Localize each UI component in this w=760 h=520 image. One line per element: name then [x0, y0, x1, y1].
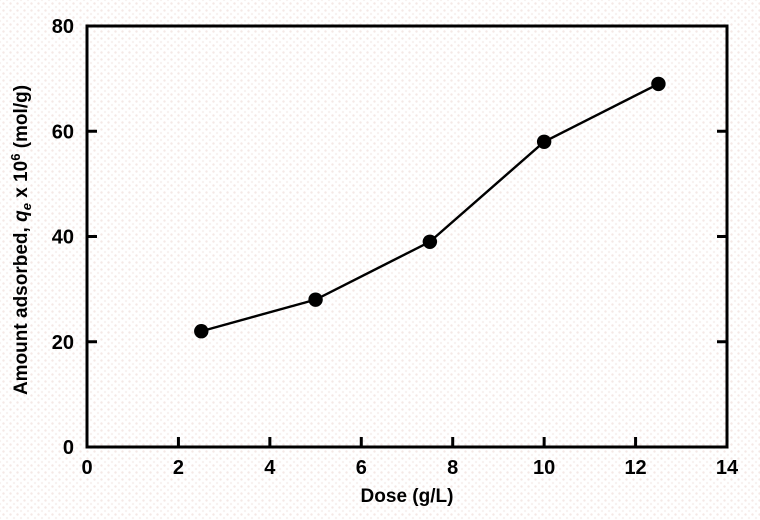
x-tick-label: 8 [447, 457, 458, 479]
y-tick-label: 80 [52, 16, 74, 38]
y-tick-label: 40 [52, 227, 74, 249]
y-axis-label-part: q [11, 210, 32, 222]
plot-frame [85, 24, 729, 449]
data-point-marker [651, 76, 666, 92]
x-tick-label: 4 [264, 457, 276, 479]
data-point-marker [536, 134, 552, 149]
series-line [200, 82, 659, 333]
x-tick-label: 2 [173, 457, 184, 479]
y-tick-label: 20 [52, 332, 74, 354]
x-tick-label: 6 [356, 457, 367, 479]
y-axis-label-part: 6 [8, 153, 23, 161]
y-axis-label-part: Amount adsorbed, [11, 221, 32, 396]
data-point-marker [308, 292, 323, 307]
x-tick-label: 10 [533, 457, 555, 479]
y-axis-label-part: e [19, 203, 34, 211]
x-tick-label: 12 [624, 457, 646, 479]
y-axis-label-part: x 10 [11, 160, 32, 204]
x-tick-label: 14 [716, 457, 739, 479]
x-tick-label: 0 [81, 457, 92, 479]
y-axis-label-part: (mol/g) [11, 84, 32, 154]
x-axis-label: Dose (g/L) [360, 486, 454, 507]
data-point-marker [194, 324, 209, 339]
y-axis-label: Amount adsorbed, qe x 106 (mol/g) [8, 85, 34, 395]
y-tick-label: 0 [63, 437, 74, 459]
y-tick-label: 60 [52, 121, 74, 143]
data-point-marker [422, 234, 438, 249]
